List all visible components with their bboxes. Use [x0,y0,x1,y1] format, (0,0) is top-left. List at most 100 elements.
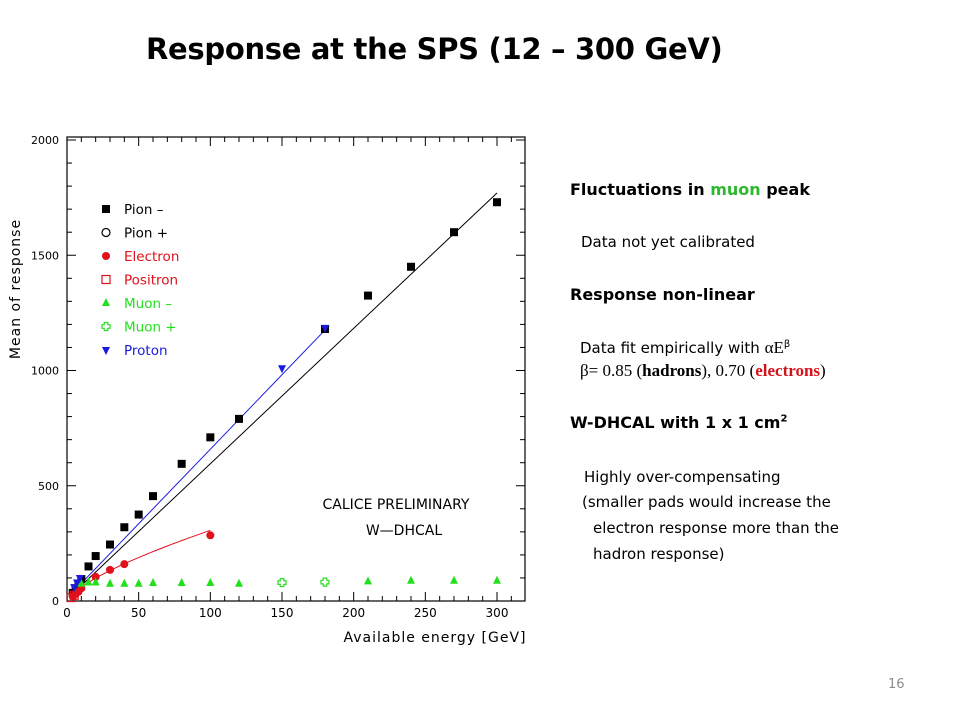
legend-marker [102,252,110,260]
x-tick-label: 50 [131,606,146,620]
data-point [106,540,114,549]
y-axis-label: Mean of response [8,219,24,359]
data-point [75,574,84,583]
data-point [120,523,129,532]
legend-entry: Electron [124,249,179,265]
data-point [364,576,372,585]
data-point [177,578,186,587]
data-point [106,565,114,574]
data-point [493,198,501,207]
data-point [235,578,243,587]
data-point [91,577,100,586]
beta-values: β= 0.85 (hadrons), 0.70 (electrons) [580,361,826,381]
x-tick-label: 300 [486,606,509,620]
data-point [149,578,157,587]
legend-marker [102,205,110,213]
legend-marker [101,321,111,332]
beta-electrons: electrons [755,361,821,380]
legend-marker [102,347,110,355]
data-point [84,577,93,586]
note-calibration: Data not yet calibrated [581,233,755,251]
x-tick-label: 100 [199,606,222,620]
data-point [77,578,86,587]
note-overcomp-line4: hadron response) [593,545,725,563]
axis-ticks: 0 50 100 150 200 250 300 0 500 1000 1500 2000 [31,134,525,620]
data-point [84,562,93,571]
data-point [235,414,243,423]
y-tick-label: 1000 [31,365,59,378]
data-point [70,584,79,593]
fit-line [69,325,330,596]
legend-entry: Positron [124,273,178,289]
chart-annotation-line1: CALICE PRELIMINARY [323,497,470,513]
y-tick-label: 0 [52,595,59,608]
x-tick-label: 150 [271,606,294,620]
data-point [120,578,129,587]
legend: Pion – Pion + Electron Positron Muon – Muon +… [101,202,179,359]
slide-title: Response at the SPS (12 – 300 GeV) [146,32,723,66]
data-point [66,592,76,603]
legend-marker [101,227,111,238]
note-fit-prefix: Data fit empirically with [580,339,765,357]
beta-suffix: ) [820,361,826,380]
data-point [278,365,286,374]
note-heading-wdhcal-sup: 2 [780,413,788,425]
data-point [120,560,129,569]
note-heading-fluctuations-suffix: peak [760,180,810,199]
legend-entry: Pion – [124,202,164,218]
data-point [407,262,415,271]
page-number: 16 [888,677,905,692]
data-point [364,291,372,300]
fit-formula-exponent: β [783,339,791,350]
note-heading-nonlinear: Response non-linear [570,285,755,304]
legend-entry: Muon + [124,320,177,336]
data-point [149,492,157,501]
note-fit-description: Data fit empirically with αEβ [580,338,790,358]
data-points [66,198,501,603]
y-tick-label: 2000 [31,134,59,147]
note-heading-wdhcal-text: W-DHCAL with 1 x 1 cm [570,413,781,432]
x-tick-label: 250 [414,606,437,620]
data-point [277,577,287,588]
x-tick-label: 0 [63,606,71,620]
data-point [206,531,215,540]
data-point [134,510,143,519]
note-overcomp-line3: electron response more than the [593,519,840,537]
fit-line [69,192,498,597]
data-point [91,572,100,581]
y-tick-label: 1500 [31,249,59,262]
fit-formula: αE [764,338,784,357]
legend-marker [101,274,111,285]
data-point [407,575,415,584]
legend-marker [102,298,110,306]
data-point [206,433,215,442]
chart-annotation-line2: W—DHCAL [366,523,443,539]
beta-mid: ), 0.70 ( [701,361,756,380]
beta-hadrons: hadrons [642,361,702,380]
note-heading-fluctuations-prefix: Fluctuations in [570,180,711,199]
data-point [206,578,215,587]
data-point [320,577,330,587]
note-overcomp-line2: (smaller pads would increase the [582,493,831,511]
note-overcomp-line1: Highly over-compensating [584,468,781,486]
beta-prefix: β= 0.85 ( [580,361,643,380]
data-point [493,575,501,584]
response-chart: 0 50 100 150 200 250 300 0 500 1000 1500 2000 Pion … [8,134,526,646]
data-point [450,575,458,584]
data-point [73,579,82,588]
note-heading-wdhcal: W-DHCAL with 1 x 1 cm2 [570,413,787,432]
data-point [134,578,143,587]
legend-entry: Pion + [124,226,168,242]
data-point [177,459,186,468]
y-tick-label: 500 [38,480,59,493]
muon-highlight: muon [710,180,761,199]
data-point [450,228,458,237]
data-point [91,552,100,561]
legend-entry: Muon – [124,296,172,312]
data-point [321,324,329,333]
data-point [106,578,114,587]
x-axis-label: Available energy [GeV] [343,630,526,646]
legend-entry: Proton [124,343,168,359]
note-heading-fluctuations: Fluctuations in muon peak [570,180,810,199]
x-tick-label: 200 [342,606,365,620]
